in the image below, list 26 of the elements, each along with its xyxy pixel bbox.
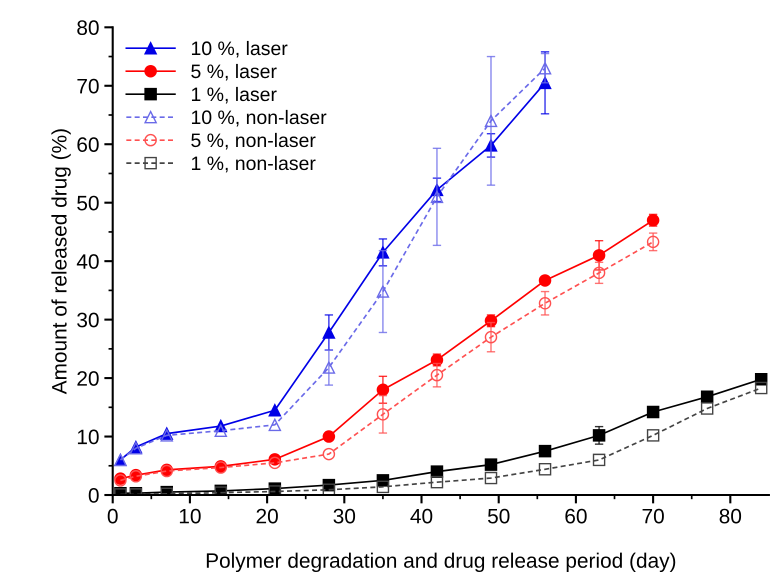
- x-tick-label: 70: [642, 508, 664, 524]
- x-tick-label: 50: [488, 508, 510, 524]
- y-tick-label: 0: [88, 488, 99, 503]
- legend-label: 5 %, laser: [191, 64, 277, 80]
- x-tick-label: 80: [720, 508, 742, 524]
- x-tick-label: 60: [565, 508, 587, 524]
- y-tick-label: 80: [77, 20, 99, 36]
- y-axis-title: Amount of released drug (%): [51, 129, 71, 394]
- y-tick-label: 70: [77, 78, 99, 94]
- legend-label: 10 %, non-laser: [192, 110, 326, 126]
- legend-label: 1 %, laser: [192, 86, 277, 104]
- x-axis-title: Polymer degradation and drug release period (day): [206, 552, 676, 572]
- x-tick-label: 30: [334, 508, 356, 524]
- x-tick-label: 40: [410, 508, 432, 524]
- x-tick-label: 0: [108, 508, 118, 524]
- x-tick-label: 10: [180, 508, 201, 524]
- y-tick-label: 50: [77, 196, 99, 210]
- legend-label: 10 %, laser: [192, 40, 288, 58]
- x-tick-label: 20: [256, 508, 278, 524]
- y-tick-label: 20: [77, 371, 99, 386]
- legend-label: 5 %, non-laser: [191, 132, 316, 150]
- legend-label: 1 %, non-laser: [192, 156, 316, 172]
- y-tick-label: 40: [76, 254, 99, 269]
- y-tick-label: 30: [77, 312, 99, 328]
- y-tick-label: 60: [77, 137, 99, 152]
- y-tick-label: 10: [78, 430, 99, 444]
